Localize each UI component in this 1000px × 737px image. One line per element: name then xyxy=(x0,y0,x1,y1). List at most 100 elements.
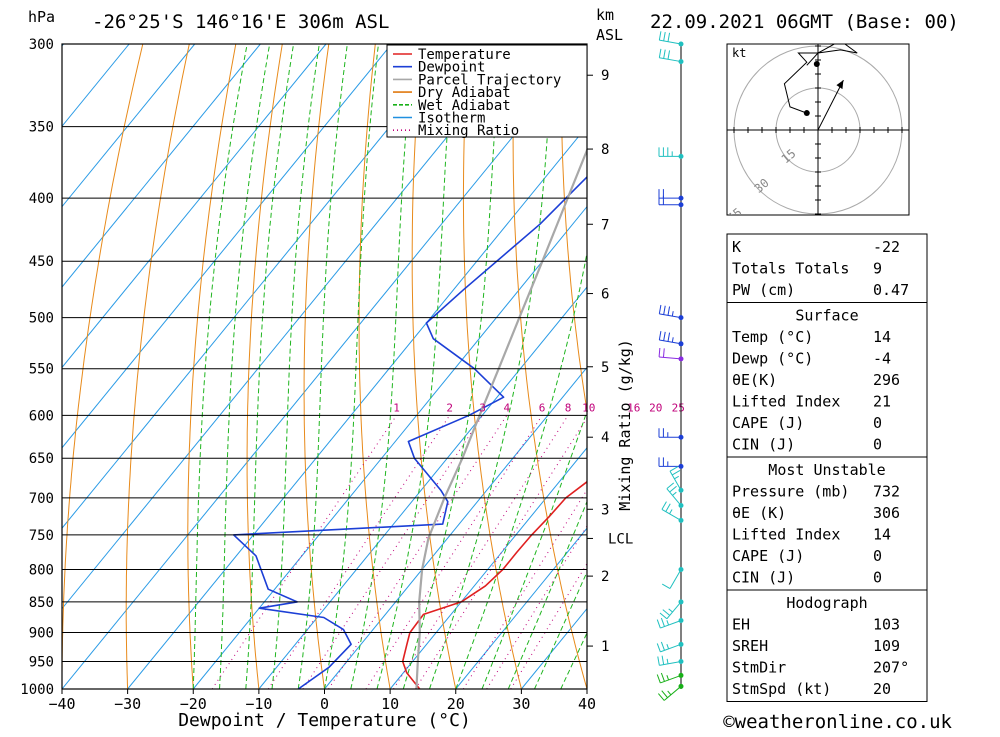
hodograph-indices-box xyxy=(726,589,928,702)
wind-barb-feather xyxy=(666,658,669,664)
wind-barb-feather xyxy=(660,617,665,627)
pressure-tick-label: 850 xyxy=(29,595,54,611)
x-tick-label: 30 xyxy=(512,695,530,713)
wind-barb xyxy=(669,466,684,493)
index-label: Lifted Index xyxy=(732,393,840,411)
wet-adiabat-line xyxy=(507,500,587,689)
wind-barb-feather xyxy=(674,475,679,480)
wind-barb-feather xyxy=(658,304,662,314)
index-label: CIN (J) xyxy=(732,436,795,454)
wind-barb-staff xyxy=(659,57,682,63)
index-value: 296 xyxy=(873,371,900,389)
isotherm-line xyxy=(258,286,587,689)
wind-barb-staff xyxy=(659,39,682,45)
index-label: Temp (°C) xyxy=(732,328,813,346)
x-tick-label: −10 xyxy=(245,695,272,713)
index-value: 306 xyxy=(873,504,900,522)
x-tick-label: 40 xyxy=(578,695,596,713)
wind-barb-feather xyxy=(671,337,674,343)
km-tick-label: 2 xyxy=(601,569,609,585)
mixing-ratio-label: 3 xyxy=(479,401,486,414)
pressure-tick-label: 650 xyxy=(29,451,54,467)
wind-barb xyxy=(658,48,684,65)
km-tick-label: 8 xyxy=(601,142,609,158)
index-label: StmSpd (kt) xyxy=(732,680,831,698)
pressure-tick-label: 350 xyxy=(29,120,54,136)
wind-barb-staff xyxy=(659,313,682,319)
wind-barb xyxy=(658,195,684,208)
index-value: -22 xyxy=(873,238,900,256)
wind-barb xyxy=(658,457,684,469)
pressure-tick-label: 550 xyxy=(29,362,54,378)
wind-barb-feather xyxy=(659,612,668,620)
index-value: 14 xyxy=(873,526,891,544)
wind-barb-feather xyxy=(663,49,666,59)
storm-motion-arrow xyxy=(817,79,844,131)
legend-label: Parcel Trajectory xyxy=(418,72,561,88)
hodograph-start-dot xyxy=(803,110,810,117)
index-value: 14 xyxy=(873,328,891,346)
index-label: CIN (J) xyxy=(732,569,795,587)
index-label: θE(K) xyxy=(732,371,777,389)
wind-barb-feather xyxy=(661,655,665,665)
wind-barb-feather xyxy=(669,485,677,493)
wind-barb xyxy=(656,672,684,684)
wet-adiabat-line xyxy=(402,44,501,689)
index-value: 207° xyxy=(873,659,909,677)
most-unstable-title: Most Unstable xyxy=(768,461,885,479)
wind-barb-staff xyxy=(660,620,682,629)
dry-adiabat-line xyxy=(512,44,587,689)
index-label: Dewp (°C) xyxy=(732,350,813,368)
wind-barb-feather xyxy=(669,509,673,515)
index-value: 21 xyxy=(873,393,891,411)
wind-barb-feather xyxy=(658,347,661,358)
legend-label: Wet Adiabat xyxy=(418,98,511,114)
pressure-tick-label: 450 xyxy=(29,254,54,270)
wind-barb-staff xyxy=(663,685,682,701)
wind-barb-feather xyxy=(663,31,666,42)
datetime-title: 22.09.2021 06GMT (Base: 00) xyxy=(650,11,959,33)
wind-barb-feather xyxy=(661,501,667,510)
wind-barb xyxy=(658,147,684,159)
x-tick-label: −30 xyxy=(114,695,141,713)
wind-barb xyxy=(661,501,684,523)
pressure-tick-label: 900 xyxy=(29,626,54,642)
legend-box xyxy=(386,44,588,138)
index-value: 0 xyxy=(873,414,882,432)
dry-adiabat-line xyxy=(560,44,587,414)
km-tick-label: 9 xyxy=(601,68,609,84)
hodograph-top-dot xyxy=(813,61,820,67)
index-value: 109 xyxy=(873,637,900,655)
mixing-ratio-line xyxy=(302,415,484,689)
wind-barb xyxy=(657,655,684,666)
wet-adiabat-line xyxy=(297,44,348,689)
dry-adiabat-line xyxy=(933,44,1000,689)
isotherm-line xyxy=(127,125,587,689)
wind-barb-feather xyxy=(672,491,677,496)
dry-adiabat-line xyxy=(125,44,190,689)
wind-barb xyxy=(659,599,684,620)
wind-barb-feather xyxy=(667,690,672,696)
left-unit-label: hPa xyxy=(28,8,55,26)
wind-barb-feather xyxy=(660,641,665,651)
wind-barb-feather xyxy=(667,32,671,42)
wind-barb-feather xyxy=(662,348,665,358)
mixing-ratio-label: 6 xyxy=(539,401,546,414)
wet-adiabat-line xyxy=(481,409,587,689)
index-value: 20 xyxy=(873,680,891,698)
x-tick-label: 0 xyxy=(320,695,329,713)
index-value: -4 xyxy=(873,350,891,368)
isotherm-line xyxy=(62,44,196,208)
pressure-tick-label: 300 xyxy=(29,37,54,53)
km-tick-label: 6 xyxy=(601,287,609,303)
wind-barb-feather xyxy=(671,311,674,317)
wind-barb-feather xyxy=(667,50,671,60)
asl-unit-label: ASL xyxy=(596,26,623,44)
isotherm-line xyxy=(389,447,587,689)
mixing-ratio-label: 10 xyxy=(582,401,595,414)
index-label: Totals Totals xyxy=(732,260,849,278)
wind-barb-staff xyxy=(666,601,682,620)
wind-barb-staff xyxy=(659,661,682,666)
x-axis-title: Dewpoint / Temperature (°C) xyxy=(178,710,471,731)
